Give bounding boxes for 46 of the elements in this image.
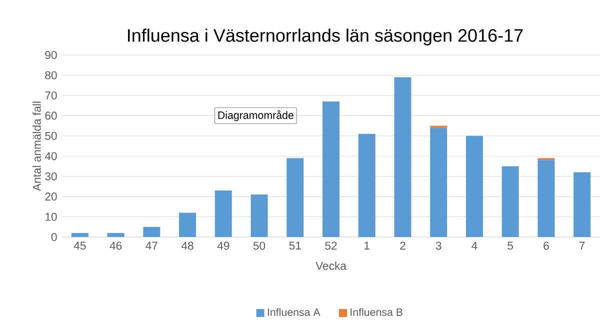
legend-label: Influensa A: [268, 308, 320, 316]
x-tick-label: 48: [181, 242, 194, 250]
y-tick-label: 30: [45, 172, 57, 180]
annotation: Diagramområde: [218, 110, 294, 122]
bar: [250, 194, 268, 238]
bar: [430, 128, 448, 238]
chart-title: Influensa i Västernorrlands län säsongen 2016-17: [128, 28, 523, 46]
x-tick-label: 4: [472, 242, 478, 250]
y-tick-label: 60: [45, 112, 57, 120]
legend-label: Influensa B: [350, 308, 402, 316]
y-tick-label: 40: [44, 152, 57, 160]
x-tick-label: 3: [436, 242, 442, 250]
bar: [71, 232, 88, 238]
x-tick-label: 50: [253, 242, 266, 250]
x-tick-label: 45: [74, 242, 86, 250]
bar: [179, 212, 196, 238]
y-tick-label: 70: [45, 91, 57, 100]
y-tick-label: 80: [45, 71, 57, 80]
x-tick-label: 46: [110, 242, 122, 250]
y-tick-label: 50: [45, 132, 57, 140]
x-tick-label: 5: [508, 242, 514, 250]
y-tick-label: 20: [45, 192, 57, 201]
y-axis-title: Antal anmälda fall: [32, 102, 41, 192]
x-axis-title: Vecka: [316, 262, 346, 270]
bar: [214, 190, 232, 238]
x-tick-label: 49: [217, 242, 230, 250]
x-tick-label: 7: [580, 242, 585, 250]
x-tick-label: 51: [289, 242, 301, 250]
bar: [143, 226, 160, 238]
x-tick-label: 6: [544, 242, 549, 250]
bar: [538, 160, 555, 238]
x-tick-label: 47: [146, 242, 158, 250]
bar: [322, 102, 340, 238]
x-tick-label: 52: [325, 242, 337, 250]
bar: [466, 136, 483, 238]
y-tick-label: 0: [51, 233, 57, 242]
bar: [286, 158, 304, 238]
x-tick-label: 1: [364, 242, 370, 250]
y-tick-label: 90: [45, 51, 57, 60]
bar: [358, 134, 376, 238]
bar: [574, 172, 591, 238]
bar: [394, 77, 412, 238]
y-tick-label: 10: [46, 212, 57, 221]
bar: [107, 232, 124, 238]
x-tick-label: 2: [400, 242, 406, 250]
bar: [502, 166, 519, 238]
